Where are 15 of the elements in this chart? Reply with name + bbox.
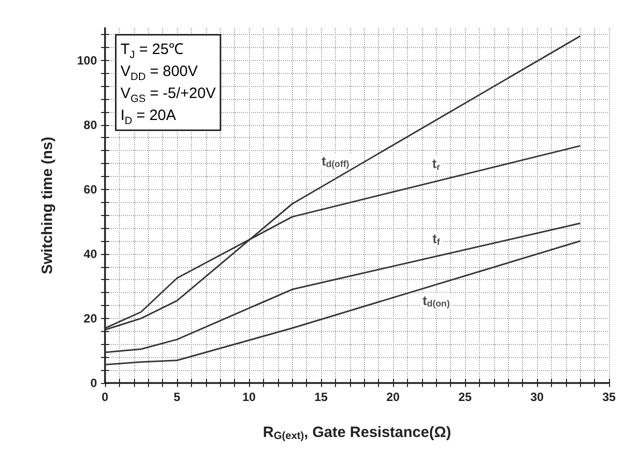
x-tick-label: 25: [458, 390, 472, 404]
y-tick-label: 0: [90, 376, 98, 390]
x-tick-label: 15: [314, 390, 328, 404]
x-tick-label: 10: [242, 390, 256, 404]
x-tick-label: 20: [386, 390, 400, 404]
x-tick-label: 0: [102, 390, 109, 404]
y-tick-label: 40: [84, 246, 98, 261]
y-tick-label: 20: [84, 311, 98, 326]
x-tick-label: 5: [174, 390, 181, 404]
y-tick-label: 100: [76, 53, 98, 68]
y-tick-label: 80: [84, 118, 98, 132]
y-axis-title: Switching time (ns): [39, 136, 56, 274]
x-tick-label: 30: [530, 390, 544, 404]
x-tick-label: 35: [602, 390, 616, 404]
y-tick-label: 60: [84, 182, 98, 196]
